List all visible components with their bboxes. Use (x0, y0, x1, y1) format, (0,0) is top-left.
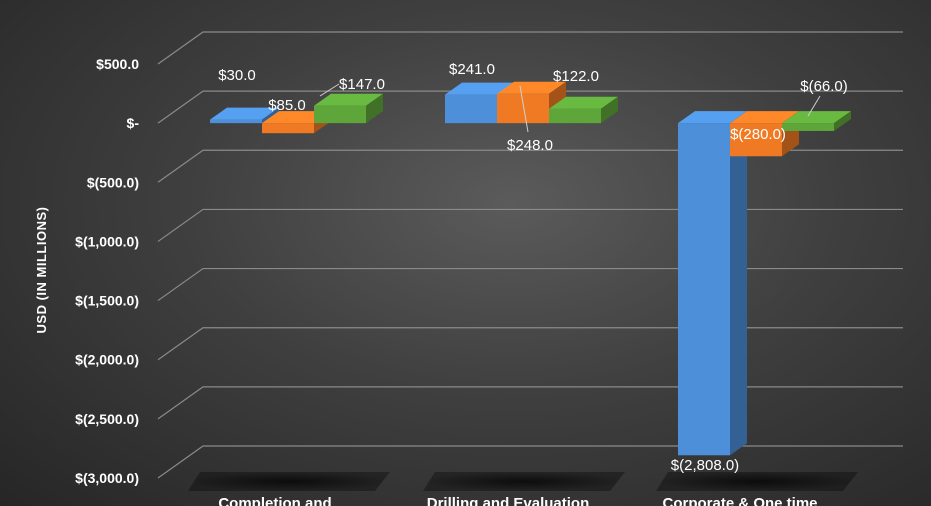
bar-front (730, 123, 782, 157)
leader-line (319, 83, 340, 97)
bar-top (549, 96, 618, 109)
y-tick-label: $500.0 (96, 56, 139, 72)
bar-side (262, 107, 279, 124)
bar-front (497, 93, 549, 124)
y-tick-label: $- (127, 115, 140, 131)
gridline (157, 445, 903, 479)
bar-side (601, 96, 618, 124)
x-category-label: Completion and (218, 495, 331, 506)
data-label: $(2,808.0) (671, 457, 739, 474)
bar-front (678, 123, 730, 456)
bar-0-0 (210, 107, 279, 124)
leader-line (807, 95, 821, 117)
bar-top (314, 93, 383, 106)
data-label: $248.0 (507, 137, 553, 154)
gridline (157, 267, 903, 302)
gridline (157, 386, 903, 420)
bar-floor-shadow (656, 472, 858, 491)
data-label: $147.0 (339, 76, 385, 93)
bar-top (210, 107, 279, 120)
bar-top (730, 111, 799, 124)
bar-2-0 (678, 111, 747, 456)
bar-front (549, 108, 601, 124)
bar-side (834, 111, 851, 131)
bar-floor-shadow (188, 472, 390, 491)
bar-front (262, 123, 314, 134)
bar-side (730, 111, 747, 456)
bar-side (366, 93, 383, 124)
data-label: $85.0 (268, 97, 306, 114)
leader-line (519, 85, 529, 133)
y-tick-label: $(2,500.0) (75, 411, 139, 427)
bar-front (210, 119, 262, 124)
x-category-label: Drilling and Evaluation (427, 495, 590, 506)
y-tick-label: $(3,000.0) (75, 470, 139, 486)
gridline (157, 31, 903, 65)
bar-0-2 (314, 93, 383, 124)
x-category-label: Corporate & One time (662, 495, 817, 506)
y-tick-label: $(500.0) (87, 174, 139, 190)
bar-2-2 (782, 111, 851, 131)
bar-1-2 (549, 96, 618, 124)
bar-top (782, 111, 851, 124)
bar-top (497, 81, 566, 94)
data-label: $(280.0) (730, 126, 786, 143)
bar-top (678, 111, 747, 124)
data-label: $30.0 (218, 67, 256, 84)
gridline (157, 149, 903, 183)
bar-front (314, 105, 366, 124)
gridline (157, 90, 903, 124)
y-tick-label: $(1,500.0) (75, 293, 139, 309)
data-label: $122.0 (553, 68, 599, 85)
data-label: $241.0 (449, 61, 495, 78)
data-label: $(66.0) (800, 78, 848, 95)
bar-top (262, 111, 331, 124)
y-axis-label: USD (IN MILLIONS) (34, 207, 49, 334)
y-tick-label: $(1,000.0) (75, 233, 139, 249)
y-tick-label: $(2,000.0) (75, 352, 139, 368)
bar-front (445, 94, 497, 124)
bar-top (445, 82, 514, 95)
bar-front (782, 123, 834, 131)
gridline (157, 208, 903, 242)
bar-floor-shadow (423, 472, 625, 491)
gridline (157, 327, 903, 361)
